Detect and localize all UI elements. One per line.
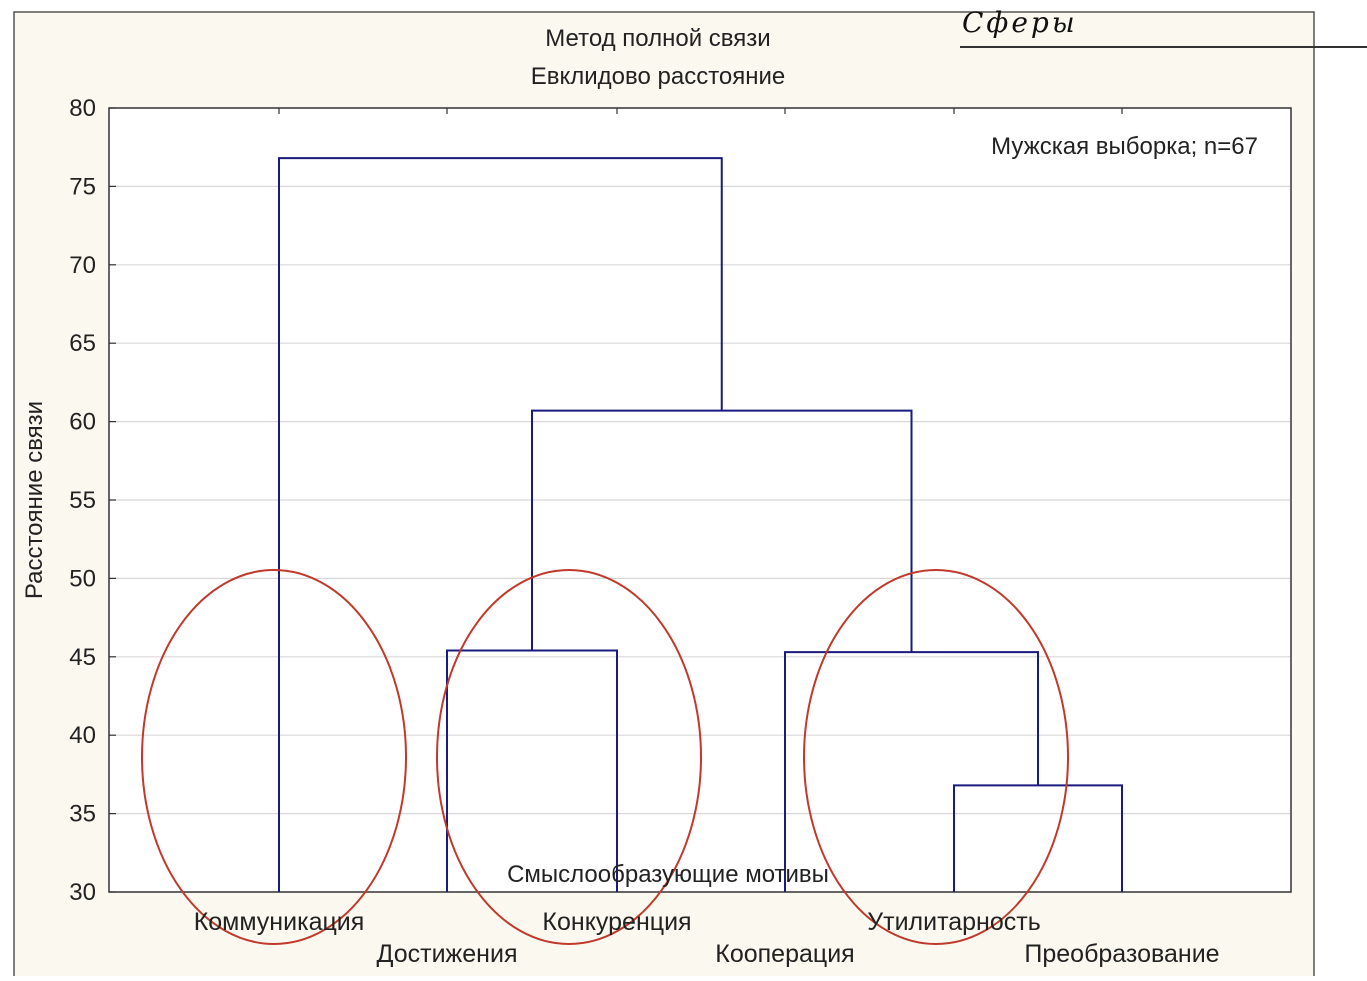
y-tick-label-45: 45 — [69, 644, 96, 671]
y-tick-label-40: 40 — [69, 722, 96, 749]
chart-title: Метод полной связи — [545, 25, 770, 52]
leaf-label-4: Кооперация — [715, 940, 854, 968]
y-tick-label-30: 30 — [69, 879, 96, 906]
y-tick-label-65: 65 — [69, 330, 96, 357]
leaf-label-5: Утилитарность — [867, 908, 1041, 936]
y-tick-label-75: 75 — [69, 173, 96, 200]
x-axis-label: Смыслообразующие мотивы — [507, 861, 829, 888]
leaf-label-2: Достижения — [377, 940, 518, 968]
leaf-label-6: Преобразование — [1024, 940, 1219, 968]
y-axis-label: Расстояние связи — [21, 401, 48, 599]
chart-subtitle: Евклидово расстояние — [531, 63, 786, 90]
cluster-highlight-1 — [141, 569, 407, 945]
leaf-label-1: Коммуникация — [194, 908, 365, 936]
corner-label: Сферы — [962, 6, 1078, 39]
cluster-highlight-2 — [436, 569, 702, 945]
leaf-labels: Коммуникация Достижения Конкуренция Коопера… — [194, 908, 1220, 968]
cluster-highlight-3 — [803, 569, 1069, 945]
y-tick-label-80: 80 — [69, 95, 96, 122]
dendrogram-branches — [278, 157, 1123, 892]
branch-5 — [278, 157, 723, 892]
sample-annotation: Мужская выборка; n=67 — [991, 133, 1258, 160]
y-tick-label-50: 50 — [69, 565, 96, 592]
y-tick-label-70: 70 — [69, 252, 96, 279]
y-tick-label-55: 55 — [69, 487, 96, 514]
y-tick-label-35: 35 — [69, 801, 96, 828]
y-tick-label-60: 60 — [69, 409, 96, 436]
y-axis-ticks: 30 35 40 45 50 55 60 65 70 75 80 — [69, 95, 1123, 906]
leaf-label-3: Конкуренция — [542, 908, 691, 936]
grid-lines — [110, 185, 1290, 815]
cluster-highlights — [141, 569, 1069, 945]
